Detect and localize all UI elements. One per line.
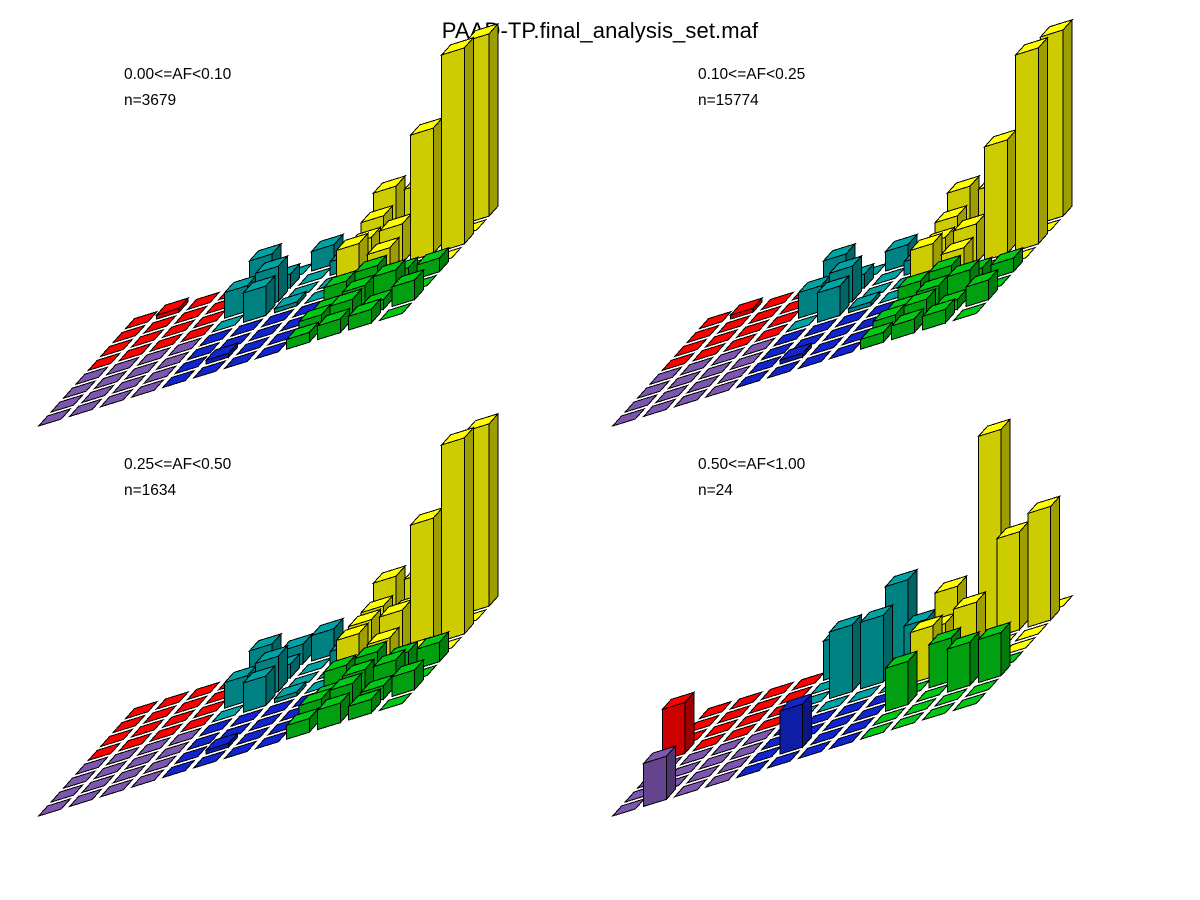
lego-surface-af-000-010 <box>37 22 500 428</box>
panel-range-label: 0.25<=AF<0.50 <box>124 456 232 473</box>
panel-count-label: n=3679 <box>124 92 177 109</box>
panel-af-050-100: 0.50<=AF<1.00 n=24 <box>611 417 1168 818</box>
page-title: PAAD-TP.final_analysis_set.maf <box>441 18 759 43</box>
panel-af-000-010: 0.00<=AF<0.10 n=3679 <box>37 22 594 428</box>
panel-range-label: 0.50<=AF<1.00 <box>698 456 806 473</box>
panel-af-010-025: 0.10<=AF<0.25 n=15774 <box>611 18 1168 428</box>
panel-range-label: 0.00<=AF<0.10 <box>124 66 232 83</box>
panel-count-label: n=15774 <box>698 92 759 109</box>
lego-surface-af-050-100 <box>611 417 1074 818</box>
panel-count-label: n=1634 <box>124 482 177 499</box>
panel-af-025-050: 0.25<=AF<0.50 n=1634 <box>37 412 594 818</box>
panel-range-label: 0.10<=AF<0.25 <box>698 66 806 83</box>
panel-count-label: n=24 <box>698 482 733 499</box>
lego-surface-af-010-025 <box>611 18 1074 428</box>
lego-surface-af-025-050 <box>37 412 500 818</box>
